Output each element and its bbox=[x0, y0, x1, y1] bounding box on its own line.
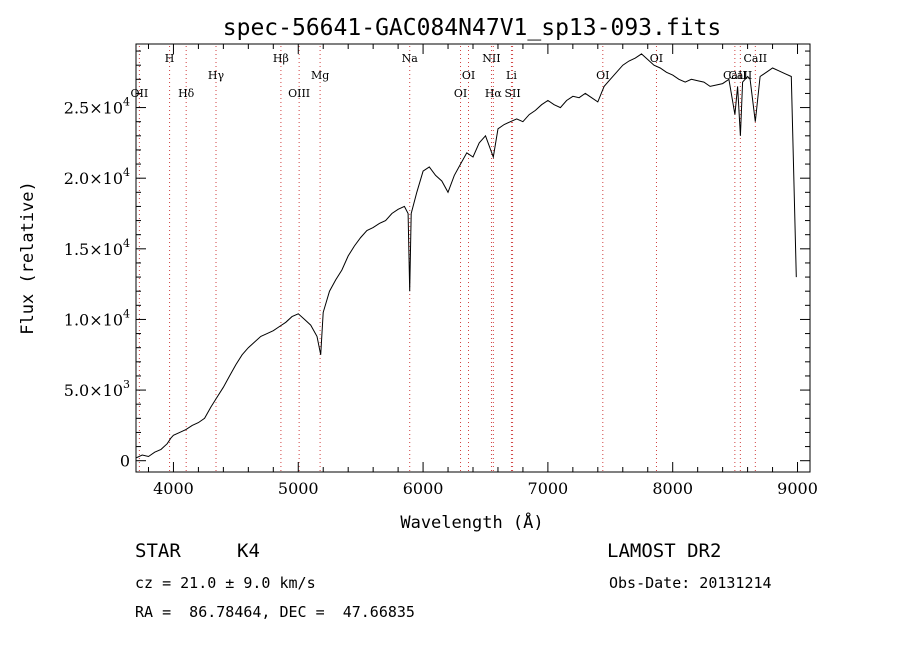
marker-label: Hβ bbox=[273, 52, 289, 65]
marker-label: CaII bbox=[743, 52, 767, 65]
y-tick-label: 0 bbox=[120, 452, 130, 471]
marker-label: H bbox=[165, 52, 175, 65]
x-tick-label: 9000 bbox=[777, 479, 818, 498]
x-tick-label: 5000 bbox=[278, 479, 319, 498]
x-axis-label: Wavelength (Å) bbox=[400, 511, 543, 533]
marker-label: NII bbox=[482, 52, 500, 65]
chart-title: spec-56641-GAC084N47V1_sp13-093.fits bbox=[223, 15, 722, 41]
y-tick-label: 1.0×104 bbox=[64, 307, 130, 329]
marker-label: Hα bbox=[485, 87, 503, 100]
marker-label: OI bbox=[462, 69, 475, 82]
marker-label: Na bbox=[402, 52, 419, 65]
y-tick-label: 1.5×104 bbox=[64, 237, 130, 259]
marker-label: Hγ bbox=[208, 69, 225, 82]
y-tick-label: 2.5×104 bbox=[64, 96, 130, 118]
x-tick-label: 4000 bbox=[153, 479, 194, 498]
redshift-velocity: cz = 21.0 ± 9.0 km/s bbox=[135, 574, 316, 592]
spectrum-line bbox=[135, 53, 797, 459]
y-tick-label: 5.0×103 bbox=[64, 378, 130, 400]
plot-frame bbox=[135, 43, 811, 473]
object-subclass: K4 bbox=[237, 540, 260, 562]
x-tick-label: 6000 bbox=[403, 479, 444, 498]
y-axis-label: Flux (relative) bbox=[18, 181, 38, 335]
marker-label: OI bbox=[650, 52, 663, 65]
ra-dec-coordinates: RA = 86.78464, DEC = 47.66835 bbox=[135, 603, 415, 621]
x-tick-label: 7000 bbox=[528, 479, 569, 498]
observation-date: Obs-Date: 20131214 bbox=[609, 574, 772, 592]
y-tick-labels: 0 5.0×103 1.0×104 1.5×104 2.0×104 2.5×104 bbox=[64, 96, 130, 471]
marker-label: OI bbox=[596, 69, 609, 82]
survey-name: LAMOST DR2 bbox=[607, 540, 722, 562]
marker-label: OIII bbox=[288, 87, 310, 100]
y-tick-label: 2.0×104 bbox=[64, 166, 130, 188]
marker-label: CaII bbox=[729, 69, 753, 82]
marker-label: SII bbox=[504, 87, 520, 100]
axis-ticks bbox=[136, 44, 810, 472]
x-tick-labels: 4000 5000 6000 7000 8000 9000 bbox=[153, 479, 818, 498]
object-class: STAR bbox=[135, 540, 181, 562]
line-markers: OIIHHδHγHβOIIIMgNaOIOINIIHαLiSIIOIOICaII… bbox=[131, 46, 767, 472]
x-tick-label: 8000 bbox=[652, 479, 693, 498]
marker-label: Hδ bbox=[178, 87, 195, 100]
marker-label: Li bbox=[506, 69, 517, 82]
marker-label: Mg bbox=[311, 69, 329, 82]
marker-label: OI bbox=[454, 87, 467, 100]
